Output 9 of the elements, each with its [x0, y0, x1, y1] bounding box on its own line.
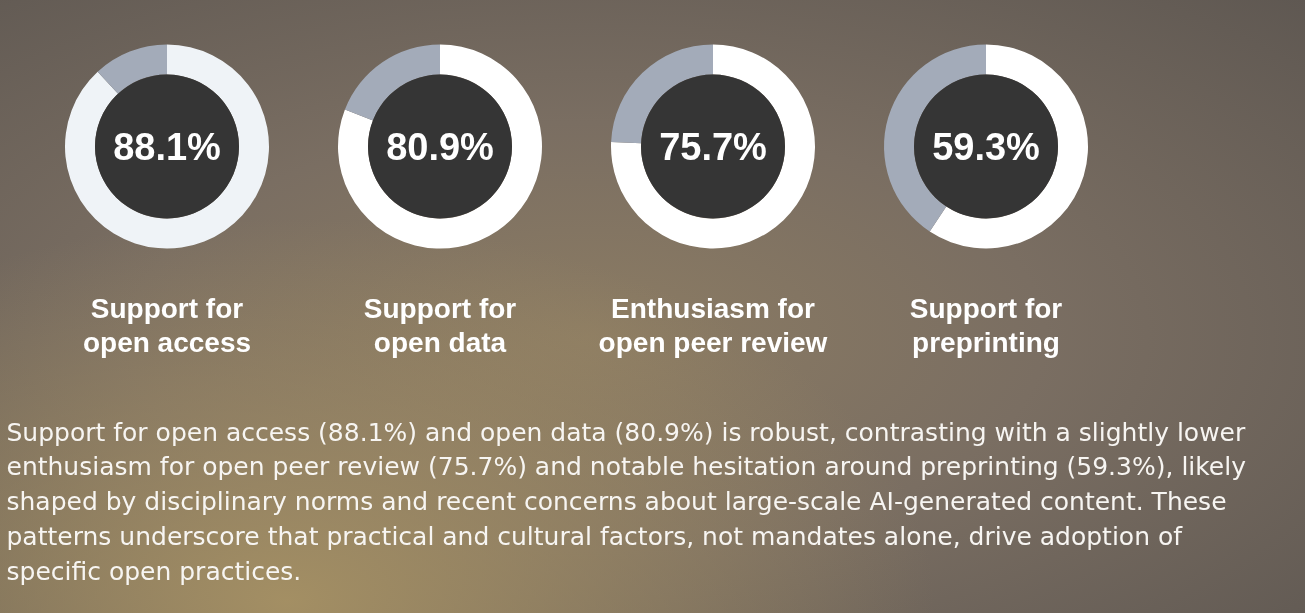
text: Support for open access (88.1%) and open data (80.9%) is robust, contrasting with a slightly lower enthusiasm for open peer review (75.7%) and notable hesitation around preprinting (59.3%), likely shaped by disciplinary norms and recent concerns about large-scale AI-generated content. These patterns underscore that practical and cultural factors, not mandates alone, drive adoption of specific open practices. [6, 417, 1247, 586]
data-label: 75.7% [659, 125, 767, 168]
text: Support for open data [363, 292, 517, 359]
data-label: 59.3% [932, 125, 1040, 168]
text: Support for preprinting [909, 292, 1063, 359]
data-label: 88.1% [113, 125, 221, 168]
data-label: 80.9% [386, 125, 494, 168]
text: Support for open access [82, 292, 252, 359]
text: Enthusiasm for open peer review [598, 292, 828, 359]
